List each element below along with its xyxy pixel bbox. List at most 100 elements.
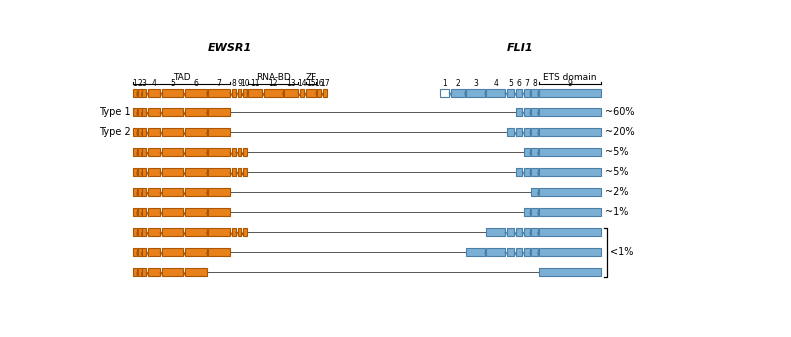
Text: 7: 7 bbox=[524, 79, 529, 88]
Text: EWSR1: EWSR1 bbox=[208, 43, 252, 53]
Bar bbox=[148, 208, 160, 216]
Bar bbox=[506, 128, 514, 136]
Bar bbox=[148, 148, 160, 156]
Text: ZF: ZF bbox=[305, 73, 316, 82]
Bar bbox=[532, 248, 538, 256]
Text: ~5%: ~5% bbox=[605, 167, 629, 177]
Text: TAD: TAD bbox=[172, 73, 190, 82]
Bar bbox=[161, 108, 184, 116]
Bar bbox=[142, 148, 146, 156]
Bar bbox=[148, 228, 160, 236]
Bar bbox=[138, 188, 142, 196]
Text: ~60%: ~60% bbox=[605, 107, 634, 117]
Bar bbox=[532, 108, 538, 116]
Text: 2: 2 bbox=[137, 79, 142, 88]
Text: 5: 5 bbox=[170, 79, 175, 88]
Bar bbox=[185, 228, 206, 236]
Bar bbox=[301, 89, 305, 97]
Bar bbox=[317, 89, 321, 97]
Bar bbox=[142, 228, 146, 236]
Text: 2: 2 bbox=[456, 79, 460, 88]
Bar bbox=[451, 89, 464, 97]
Bar bbox=[185, 208, 206, 216]
Bar bbox=[185, 89, 206, 97]
Bar bbox=[243, 89, 247, 97]
Text: 12: 12 bbox=[268, 79, 278, 88]
Bar bbox=[264, 89, 282, 97]
Bar bbox=[233, 148, 236, 156]
Bar bbox=[142, 89, 146, 97]
Text: 9: 9 bbox=[237, 79, 242, 88]
Text: 13: 13 bbox=[286, 79, 296, 88]
Text: ~5%: ~5% bbox=[605, 147, 629, 157]
Text: 7: 7 bbox=[217, 79, 221, 88]
Text: 17: 17 bbox=[320, 79, 330, 88]
Bar bbox=[539, 188, 601, 196]
Bar bbox=[243, 228, 247, 236]
Text: ETS domain: ETS domain bbox=[543, 73, 597, 82]
Bar bbox=[466, 248, 485, 256]
Bar bbox=[248, 89, 263, 97]
Bar bbox=[138, 168, 142, 176]
Bar bbox=[516, 108, 522, 116]
Bar bbox=[142, 168, 146, 176]
Bar bbox=[138, 128, 142, 136]
Bar bbox=[208, 168, 230, 176]
Text: FLI1: FLI1 bbox=[507, 43, 534, 53]
Text: <1%: <1% bbox=[610, 247, 633, 257]
Bar bbox=[524, 128, 530, 136]
Bar bbox=[237, 89, 241, 97]
Bar bbox=[133, 168, 137, 176]
Bar bbox=[516, 89, 522, 97]
Bar bbox=[148, 89, 160, 97]
Bar bbox=[524, 228, 530, 236]
Bar bbox=[138, 268, 142, 276]
Bar bbox=[208, 248, 230, 256]
Bar bbox=[532, 89, 538, 97]
Bar bbox=[539, 268, 601, 276]
Bar bbox=[148, 108, 160, 116]
Text: 16: 16 bbox=[315, 79, 324, 88]
Bar bbox=[524, 89, 530, 97]
Bar bbox=[138, 148, 142, 156]
Text: 1: 1 bbox=[442, 79, 447, 88]
Text: 8: 8 bbox=[232, 79, 237, 88]
Bar bbox=[208, 188, 230, 196]
Bar bbox=[532, 188, 538, 196]
Bar bbox=[185, 188, 206, 196]
Bar bbox=[466, 89, 485, 97]
Bar bbox=[539, 128, 601, 136]
Bar bbox=[133, 148, 137, 156]
Bar bbox=[440, 89, 449, 97]
Bar bbox=[142, 208, 146, 216]
Text: 14: 14 bbox=[297, 79, 307, 88]
Bar bbox=[208, 89, 230, 97]
Bar bbox=[524, 208, 530, 216]
Bar bbox=[208, 228, 230, 236]
Bar bbox=[161, 248, 184, 256]
Bar bbox=[208, 208, 230, 216]
Bar bbox=[142, 248, 146, 256]
Text: 3: 3 bbox=[473, 79, 478, 88]
Bar bbox=[539, 228, 601, 236]
Bar bbox=[142, 108, 146, 116]
Bar bbox=[539, 208, 601, 216]
Bar bbox=[148, 128, 160, 136]
Text: 6: 6 bbox=[517, 79, 521, 88]
Text: 8: 8 bbox=[532, 79, 537, 88]
Bar bbox=[133, 89, 137, 97]
Text: 6: 6 bbox=[193, 79, 199, 88]
Bar bbox=[138, 248, 142, 256]
Text: RNA-BD: RNA-BD bbox=[255, 73, 290, 82]
Bar bbox=[161, 208, 184, 216]
Bar bbox=[506, 248, 514, 256]
Bar bbox=[148, 268, 160, 276]
Bar bbox=[148, 248, 160, 256]
Text: 9: 9 bbox=[568, 79, 573, 88]
Bar bbox=[506, 228, 514, 236]
Bar bbox=[185, 168, 206, 176]
Bar bbox=[516, 128, 522, 136]
Text: 1: 1 bbox=[133, 79, 138, 88]
Bar bbox=[516, 248, 522, 256]
Bar bbox=[486, 228, 505, 236]
